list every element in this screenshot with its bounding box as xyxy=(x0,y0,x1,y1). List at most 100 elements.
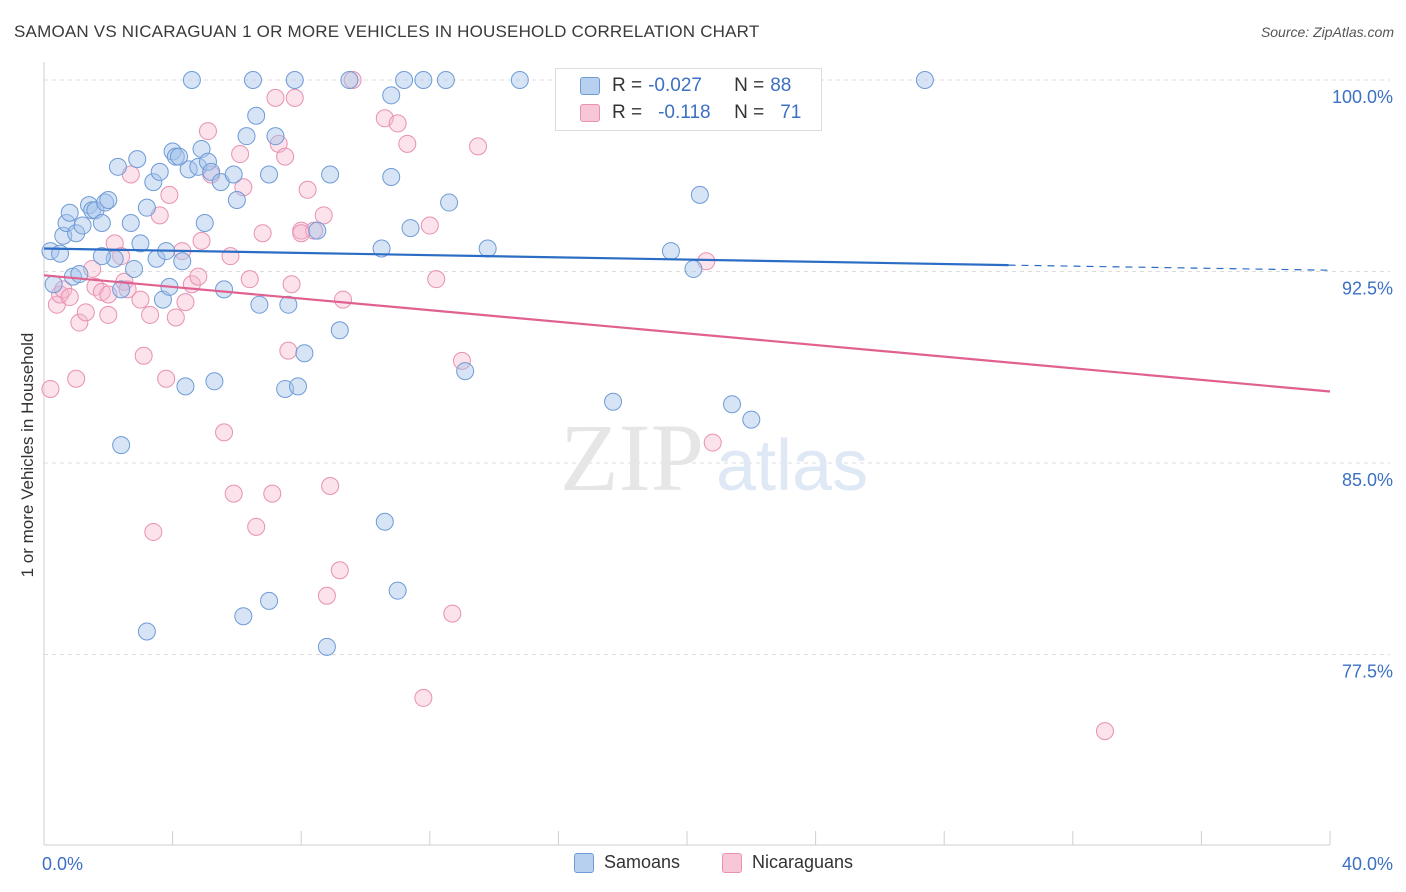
samoan-point xyxy=(227,191,246,210)
nicaraguan-point xyxy=(189,267,208,286)
samoan-point xyxy=(690,185,709,204)
samoan-point xyxy=(388,581,407,600)
nicaraguan-point xyxy=(240,270,259,289)
samoan-point xyxy=(60,203,79,222)
samoan-point xyxy=(170,147,189,166)
samoan-point xyxy=(237,127,256,146)
samoan-point xyxy=(173,252,192,271)
nicaraguan-point xyxy=(176,293,195,312)
nicaraguan-r-value: -0.118 xyxy=(658,102,711,123)
nicaraguan-point xyxy=(54,280,73,299)
nicaraguan-point xyxy=(157,369,176,388)
nicaraguan-point xyxy=(427,270,446,289)
samoan-point xyxy=(99,191,118,210)
samoan-point xyxy=(295,344,314,363)
y-tick-label: 85.0% xyxy=(1342,470,1393,490)
samoan-point xyxy=(414,71,433,89)
nicaraguan-point xyxy=(192,231,211,250)
nicaraguan-point xyxy=(388,114,407,133)
samoan-point xyxy=(121,213,140,232)
nicaraguan-point xyxy=(263,484,282,503)
nicaraguan-point xyxy=(160,185,179,204)
watermark-zip: ZIP xyxy=(560,404,704,511)
samoan-point xyxy=(915,71,934,89)
samoan-point xyxy=(330,321,349,340)
samoan-point xyxy=(382,168,401,187)
samoan-point xyxy=(250,295,269,314)
samoan-point xyxy=(137,622,156,641)
chart-title: SAMOAN VS NICARAGUAN 1 OR MORE VEHICLES … xyxy=(14,22,760,41)
trend-lines xyxy=(43,247,1331,393)
nicaraguan-point xyxy=(292,224,311,243)
samoan-point xyxy=(112,436,131,455)
samoan-point xyxy=(137,198,156,217)
nicaraguan-point xyxy=(314,206,333,225)
nicaraguan-point xyxy=(398,134,417,153)
nicaraguan-point xyxy=(282,275,301,294)
nicaraguan-point xyxy=(221,247,240,266)
nicaraguan-point xyxy=(279,341,298,360)
samoan-point xyxy=(288,377,307,396)
samoan-point xyxy=(279,295,298,314)
nicaraguan-r-label: R = xyxy=(612,102,643,123)
samoan-point xyxy=(604,392,623,411)
samoan-swatch xyxy=(580,77,600,95)
gridlines xyxy=(44,79,1390,655)
samoan-point xyxy=(44,275,63,294)
nicaraguan-point xyxy=(134,346,153,365)
nicaraguan-point xyxy=(67,369,86,388)
series-legend: Samoans Nicaraguans xyxy=(0,852,1406,878)
nicaraguan-point xyxy=(99,305,118,324)
nicaraguan-point xyxy=(469,137,488,156)
nicaraguan-point xyxy=(452,351,471,370)
samoan-point xyxy=(436,71,455,89)
watermark-atlas: atlas xyxy=(716,426,868,506)
nicaraguan-trend-line xyxy=(43,274,1331,393)
legend-item-nicaraguans[interactable]: Nicaraguans xyxy=(722,852,853,873)
x-tick-label: 40.0% xyxy=(1342,854,1393,874)
nicaraguan-point xyxy=(420,216,439,235)
samoan-points xyxy=(41,71,934,656)
samoan-point xyxy=(128,150,147,169)
samoan-point xyxy=(176,377,195,396)
nicaraguan-point xyxy=(298,180,317,199)
y-tick-label: 100.0% xyxy=(1332,87,1393,107)
samoan-trend-line xyxy=(43,247,1009,267)
samoans-swatch xyxy=(574,852,594,873)
samoan-point xyxy=(144,173,163,192)
stats-legend: R = -0.027 N = 88 R = -0.118 N = 71 xyxy=(555,68,822,131)
nicaraguan-points xyxy=(41,71,1114,741)
samoan-point xyxy=(96,193,115,212)
samoan-point xyxy=(375,512,394,531)
samoan-point xyxy=(112,280,131,299)
samoan-point xyxy=(224,165,243,184)
nicaraguan-point xyxy=(215,423,234,442)
samoan-point xyxy=(205,372,224,391)
nicaraguan-n-value: 71 xyxy=(780,102,802,123)
samoan-r-label: R = xyxy=(612,75,643,96)
axes xyxy=(43,62,1331,846)
nicaraguan-n-label: N = xyxy=(734,102,765,123)
nicaraguan-point xyxy=(198,122,217,141)
nicaraguan-point xyxy=(321,476,340,495)
samoan-n-value: 88 xyxy=(770,75,792,96)
nicaraguan-point xyxy=(247,517,266,536)
nicaraguan-point xyxy=(414,688,433,707)
samoans-label: Samoans xyxy=(604,852,681,872)
samoan-point xyxy=(150,162,169,181)
samoan-point xyxy=(92,247,111,266)
y-axis-title: 1 or more Vehicles in Household xyxy=(18,332,37,578)
samoan-n-label: N = xyxy=(734,75,765,96)
samoan-point xyxy=(266,127,285,146)
samoan-point xyxy=(510,71,529,89)
samoan-point xyxy=(92,213,111,232)
samoan-point xyxy=(478,239,497,258)
samoan-point xyxy=(440,193,459,212)
nicaraguans-label: Nicaraguans xyxy=(752,852,854,872)
samoan-point xyxy=(73,216,92,235)
nicaraguan-point xyxy=(224,484,243,503)
samoan-point xyxy=(317,637,336,656)
nicaraguan-point xyxy=(1095,722,1114,741)
legend-item-samoans[interactable]: Samoans xyxy=(574,852,680,873)
